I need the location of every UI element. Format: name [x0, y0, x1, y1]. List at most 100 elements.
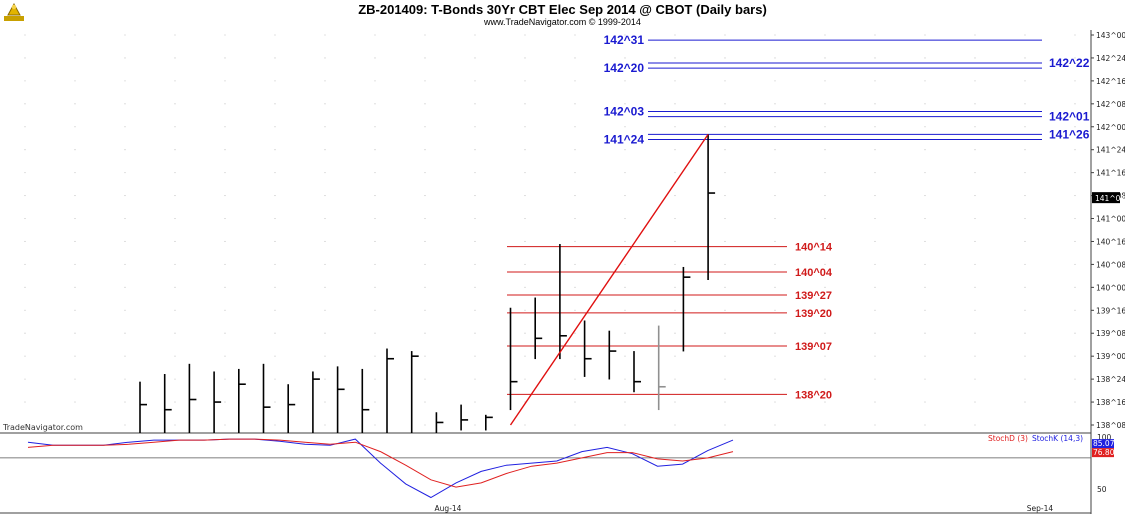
grid-dot: [1024, 57, 1026, 59]
grid-dot: [974, 126, 976, 128]
grid-dot: [924, 172, 926, 174]
grid-dot: [974, 286, 976, 288]
grid-dot: [324, 355, 326, 357]
grid-dot: [524, 57, 526, 59]
grid-dot: [624, 103, 626, 105]
grid-dot: [974, 57, 976, 59]
grid-dot: [74, 355, 76, 357]
grid-dot: [974, 240, 976, 243]
time-tick-label: Sep-14: [1027, 504, 1054, 513]
stoch-d-badge: [1092, 448, 1114, 458]
grid-dot: [324, 149, 326, 151]
grid-dot: [374, 286, 376, 288]
grid-dot: [574, 126, 576, 128]
grid-dot: [974, 355, 976, 357]
ohlc-bar: [410, 351, 419, 433]
grid-dot: [924, 57, 926, 59]
ohlc-bar: [534, 297, 543, 360]
grid-dot: [274, 378, 276, 380]
grid-dot: [574, 240, 576, 243]
grid-dot: [1074, 34, 1076, 36]
ohlc-bar: [312, 371, 320, 433]
grid-dot: [774, 332, 776, 334]
grid-dot: [174, 126, 176, 128]
grid-dot: [274, 103, 276, 105]
level-label: 139^27: [795, 290, 832, 302]
grid-dot: [624, 172, 626, 174]
price-tick-label: 143^00: [1096, 31, 1125, 40]
grid-dot: [524, 355, 526, 357]
grid-dot: [774, 424, 776, 426]
time-tick-label: Aug-14: [435, 504, 462, 513]
grid-dot: [674, 34, 676, 36]
grid-dot: [124, 149, 126, 151]
grid-dot: [174, 217, 176, 220]
grid-dot: [274, 195, 276, 197]
grid-dot: [674, 332, 676, 334]
grid-dot: [274, 332, 276, 334]
level-label: 139^20: [795, 308, 832, 320]
grid-dot: [74, 126, 76, 128]
grid-dot: [24, 263, 26, 265]
grid-dot: [74, 240, 76, 243]
grid-dot: [524, 172, 526, 174]
trendline: [509, 134, 709, 426]
grid-dot: [1074, 286, 1076, 288]
grid-dot: [24, 172, 26, 174]
grid-dot: [874, 57, 876, 59]
grid-dot: [274, 126, 276, 128]
grid-dot: [174, 240, 176, 243]
grid-dot: [274, 355, 276, 357]
grid-dot: [1024, 355, 1026, 357]
grid-dot: [774, 126, 776, 128]
grid-dot: [524, 424, 526, 426]
grid-dot: [474, 263, 476, 265]
grid-dot: [424, 57, 426, 59]
price-tick-label: 140^16: [1096, 237, 1125, 246]
grid-dot: [924, 240, 926, 243]
grid-dot: [724, 34, 726, 36]
grid-dot: [824, 80, 826, 82]
grid-dot: [374, 195, 376, 197]
grid-dot: [324, 195, 326, 197]
grid-dot: [174, 57, 176, 59]
grid-dot: [724, 378, 726, 380]
grid-dot: [724, 424, 726, 426]
grid-dot: [824, 217, 826, 220]
grid-dot: [824, 103, 826, 105]
grid-dot: [874, 401, 876, 403]
grid-dot: [774, 57, 776, 59]
grid-dot: [524, 240, 526, 243]
grid-dot: [424, 126, 426, 128]
price-tick-label: 142^24: [1096, 54, 1125, 63]
grid-dot: [74, 34, 76, 36]
grid-dot: [24, 424, 26, 426]
grid-dot: [824, 355, 826, 357]
grid-dot: [474, 332, 476, 334]
grid-dot: [774, 240, 776, 243]
grid-dot: [874, 195, 876, 197]
grid-dot: [524, 378, 526, 380]
grid-dot: [624, 126, 626, 128]
grid-dot: [224, 80, 226, 82]
grid-dot: [174, 355, 176, 357]
grid-dot: [224, 195, 226, 197]
ohlc-bar: [213, 371, 222, 433]
grid-dot: [1074, 424, 1076, 426]
grid-dot: [574, 309, 576, 311]
grid-dot: [774, 263, 776, 265]
grid-dot: [474, 34, 476, 36]
grid-dot: [424, 378, 426, 380]
ohlc-bar: [484, 414, 493, 431]
grid-dot: [1024, 286, 1026, 288]
grid-dot: [724, 240, 726, 243]
grid-dot: [824, 149, 826, 151]
grid-dot: [874, 126, 876, 128]
level-label: 142^03: [604, 104, 645, 118]
grid-dot: [624, 57, 626, 59]
grid-dot: [574, 263, 576, 265]
ohlc-bar: [608, 330, 617, 380]
stoch-d-value: 76.80: [1093, 448, 1115, 457]
grid-dot: [574, 149, 576, 151]
